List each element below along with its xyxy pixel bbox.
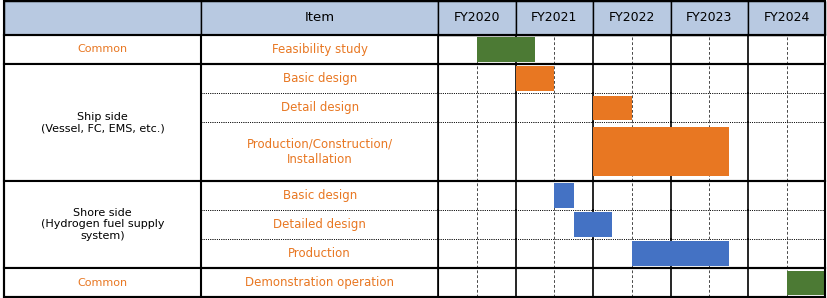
Text: FY2024: FY2024 bbox=[763, 11, 810, 24]
Bar bbox=[516, 66, 554, 91]
Bar bbox=[4, 64, 201, 181]
Bar bbox=[554, 183, 574, 208]
Bar bbox=[201, 35, 438, 64]
Bar bbox=[516, 1, 593, 35]
Bar bbox=[593, 96, 632, 120]
Text: Feasibility study: Feasibility study bbox=[271, 43, 368, 56]
Text: Item: Item bbox=[304, 11, 335, 24]
Text: Production/Construction/
Installation: Production/Construction/ Installation bbox=[246, 138, 393, 166]
Text: Demonstration operation: Demonstration operation bbox=[245, 276, 394, 289]
Bar bbox=[438, 210, 825, 239]
Text: FY2021: FY2021 bbox=[531, 11, 577, 24]
Bar bbox=[4, 1, 201, 35]
Bar bbox=[477, 37, 535, 62]
Text: Common: Common bbox=[78, 44, 127, 55]
Text: Production: Production bbox=[289, 247, 351, 260]
Bar bbox=[438, 64, 825, 93]
Bar bbox=[438, 268, 825, 297]
Bar bbox=[201, 93, 438, 122]
Bar bbox=[574, 212, 613, 237]
Text: Detail design: Detail design bbox=[280, 101, 359, 114]
Bar bbox=[593, 1, 671, 35]
Bar bbox=[438, 122, 825, 181]
Bar bbox=[201, 181, 438, 210]
Text: Detailed design: Detailed design bbox=[273, 218, 366, 231]
Text: FY2020: FY2020 bbox=[454, 11, 500, 24]
Bar bbox=[786, 271, 825, 295]
Bar bbox=[438, 1, 516, 35]
Bar bbox=[4, 268, 201, 297]
Bar bbox=[4, 181, 201, 268]
Text: FY2022: FY2022 bbox=[609, 11, 655, 24]
Text: Basic design: Basic design bbox=[283, 72, 356, 85]
Bar bbox=[438, 239, 825, 268]
Text: Common: Common bbox=[78, 278, 127, 288]
Bar bbox=[201, 210, 438, 239]
Text: Basic design: Basic design bbox=[283, 189, 356, 202]
Bar bbox=[748, 1, 825, 35]
Bar bbox=[593, 127, 729, 176]
Bar bbox=[201, 122, 438, 181]
Bar bbox=[632, 241, 729, 266]
Bar bbox=[201, 268, 438, 297]
Bar bbox=[201, 239, 438, 268]
Bar bbox=[438, 35, 825, 64]
Text: FY2023: FY2023 bbox=[686, 11, 733, 24]
Text: Ship side
(Vessel, FC, EMS, etc.): Ship side (Vessel, FC, EMS, etc.) bbox=[41, 111, 165, 133]
Bar bbox=[671, 1, 748, 35]
Bar bbox=[438, 93, 825, 122]
Bar bbox=[4, 35, 201, 64]
Bar bbox=[201, 1, 438, 35]
Bar bbox=[201, 64, 438, 93]
Text: Shore side
(Hydrogen fuel supply
system): Shore side (Hydrogen fuel supply system) bbox=[41, 208, 165, 241]
Bar bbox=[438, 181, 825, 210]
